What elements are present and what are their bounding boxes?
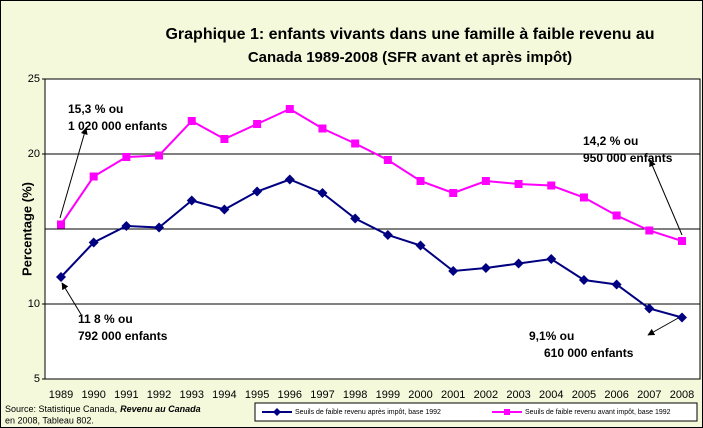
x-tick-label: 2000 — [408, 389, 432, 401]
x-tick-label: 1994 — [212, 389, 236, 401]
source-text: Revenu au Canada — [120, 404, 201, 414]
y-tick-label: 5 — [34, 373, 40, 385]
marker — [645, 226, 654, 235]
marker — [547, 181, 556, 190]
x-tick-label: 2002 — [474, 389, 498, 401]
x-tick-label: 1995 — [245, 389, 269, 401]
annotation: 792 000 enfants — [78, 329, 168, 343]
annotation: 1 020 000 enfants — [68, 119, 168, 133]
x-tick-label: 1996 — [278, 389, 302, 401]
x-tick-label: 1992 — [147, 389, 171, 401]
marker — [644, 303, 655, 314]
marker — [121, 221, 132, 231]
arrow — [649, 159, 683, 236]
marker — [285, 105, 294, 113]
x-tick-label: 1990 — [81, 389, 105, 401]
marker — [480, 263, 491, 273]
arrow — [59, 127, 88, 219]
marker — [677, 312, 687, 323]
arrow — [61, 282, 83, 317]
x-tick-label: 1989 — [49, 389, 73, 401]
marker — [318, 124, 327, 133]
series-line — [60, 107, 683, 242]
marker — [678, 237, 686, 245]
y-tick-label: 25 — [28, 73, 40, 85]
marker — [611, 279, 622, 290]
marker — [514, 180, 523, 188]
marker — [154, 222, 165, 233]
legend-marker — [504, 409, 510, 415]
legend — [254, 402, 698, 422]
marker — [56, 272, 66, 282]
marker — [351, 139, 360, 148]
legend-label: Seuils de faible revenu après impôt, bas… — [295, 409, 441, 416]
marker — [122, 153, 131, 161]
marker — [219, 204, 230, 215]
x-tick-label: 1998 — [343, 389, 367, 401]
marker — [481, 177, 490, 185]
x-tick-label: 1993 — [179, 389, 203, 401]
series-line — [60, 178, 683, 319]
marker — [513, 258, 524, 269]
arrows — [59, 127, 683, 336]
marker — [448, 266, 459, 276]
legend-label: Seuils de faible revenu avant impôt, bas… — [525, 409, 671, 416]
annotation: 11 8 % ou — [78, 312, 133, 326]
x-tick-label: 2004 — [539, 389, 563, 401]
marker — [546, 254, 557, 264]
x-tick-label: 2001 — [441, 389, 465, 401]
x-tick-label: 1999 — [376, 389, 400, 401]
marker — [383, 156, 392, 164]
marker — [155, 151, 164, 160]
marker — [220, 135, 229, 143]
x-tick-label: 2003 — [506, 389, 530, 401]
x-tick-label: 1991 — [114, 389, 138, 401]
marker — [187, 117, 196, 125]
arrow — [647, 316, 681, 336]
marker — [416, 177, 425, 185]
marker — [612, 211, 621, 220]
marker — [186, 195, 197, 206]
marker — [449, 189, 458, 197]
source: Source: Statistique Canada, Revenu au Can… — [5, 404, 201, 414]
annotation: 15,3 % ou — [68, 102, 123, 116]
marker — [252, 186, 263, 197]
legend-marker — [273, 408, 281, 416]
chart-title: Canada 1989-2008 (SFR avant et après imp… — [248, 49, 572, 66]
marker — [88, 237, 99, 248]
annotation: 610 000 enfants — [544, 346, 634, 360]
chart-title: Graphique 1: enfants vivants dans une fa… — [165, 26, 654, 43]
marker — [284, 174, 295, 185]
y-tick-label: 20 — [28, 148, 40, 160]
annotation: 950 000 enfants — [583, 151, 673, 165]
x-tick-label: 2006 — [604, 389, 628, 401]
annotation: 14,2 % ou — [583, 134, 638, 148]
x-tick-label: 2007 — [637, 389, 661, 401]
y-tick-label: 10 — [28, 298, 40, 310]
marker — [253, 120, 262, 128]
marker — [578, 275, 589, 285]
marker — [57, 220, 65, 229]
annotation: 9,1% ou — [529, 329, 574, 343]
marker — [89, 172, 98, 181]
x-tick-label: 2008 — [670, 389, 694, 401]
x-tick-label: 2005 — [572, 389, 596, 401]
marker — [317, 188, 328, 198]
marker — [579, 193, 588, 202]
marker — [350, 213, 361, 224]
y-axis-label: Percentage (%) — [19, 182, 34, 276]
source: en 2008, Tableau 802. — [5, 415, 94, 425]
source-text: Source: Statistique Canada, — [5, 404, 117, 414]
marker — [415, 240, 426, 251]
x-tick-label: 1997 — [310, 389, 334, 401]
marker — [382, 230, 393, 240]
